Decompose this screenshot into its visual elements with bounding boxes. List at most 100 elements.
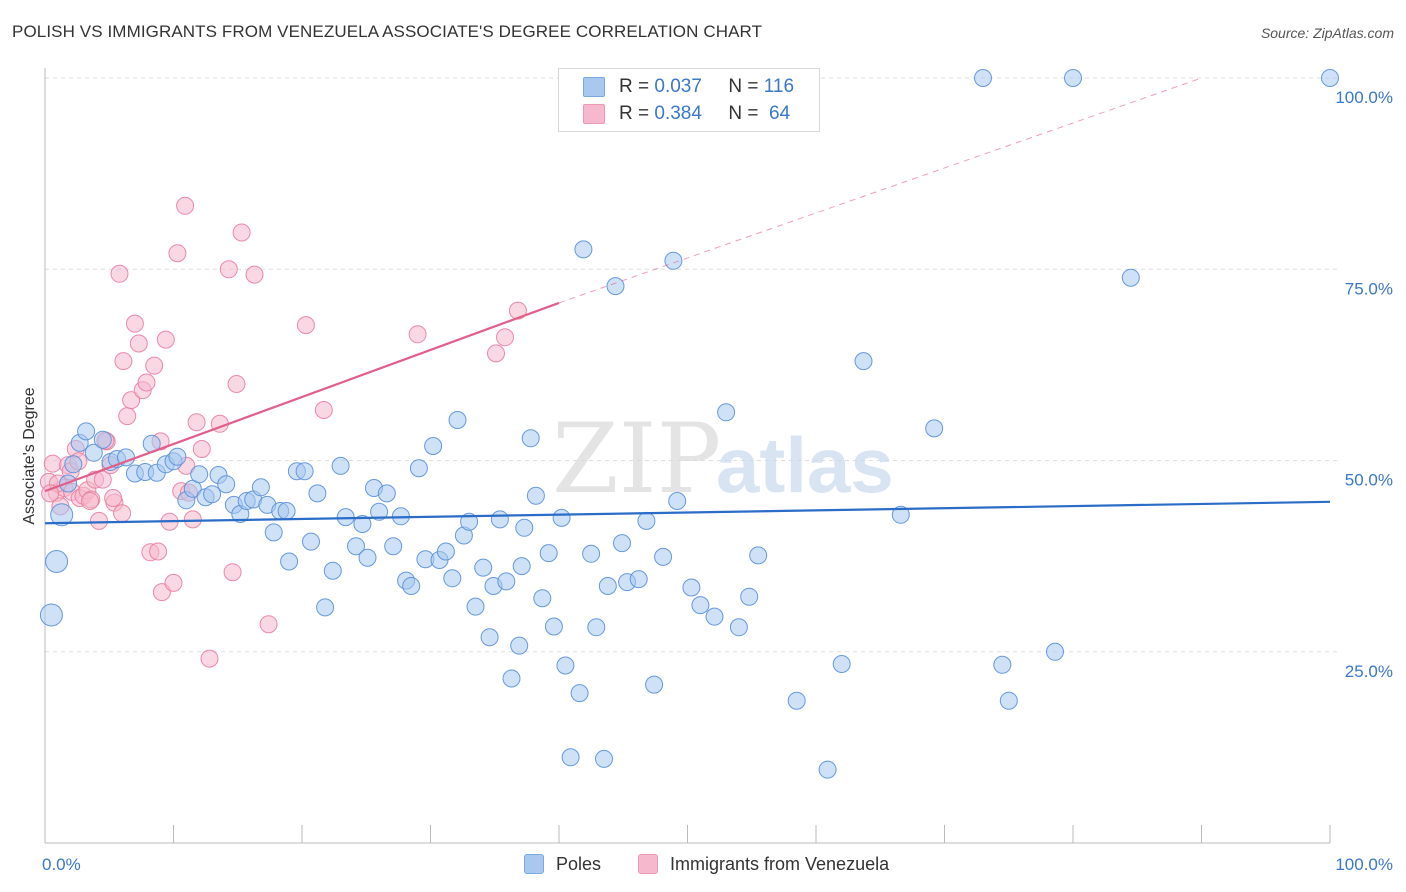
poles-point [93,430,112,449]
legend-swatch-poles [583,77,605,97]
poles-point [347,537,365,556]
poles-point [50,503,74,527]
poles-point [448,411,467,429]
venezuela-point [137,373,156,392]
poles-point [490,510,509,529]
venezuela-point [118,407,137,426]
venezuela-point [176,196,195,215]
poles-point [217,475,236,494]
legend-n-value: 116 [763,76,795,97]
poles-point [999,691,1018,710]
poles-point [264,523,283,542]
venezuela-point [114,352,133,371]
poles-point [556,656,575,675]
poles-point [645,675,664,694]
tick-labels: 25.0% 50.0% 75.0% 100.0% 0.0% 100.0% [42,88,1393,874]
poles-point [84,443,103,462]
venezuela-point [156,330,175,349]
venezuela-point [232,223,251,242]
poles-point [203,485,222,504]
poles-point [409,459,428,478]
venezuela-point [183,510,202,529]
poles-point [295,462,314,481]
venezuela-trend-extension [558,77,1202,304]
poles-point [832,655,851,673]
source-label: Source: ZipAtlas.com [1260,25,1394,41]
poles-point [582,544,601,563]
legend-r-value: 0.037 [654,76,702,97]
watermark: ZIP atlas [552,403,894,515]
poles-point [424,437,443,455]
poles-point [993,655,1012,674]
poles-point [717,403,736,422]
poles-point [533,589,552,608]
poles-point [561,748,580,767]
trend-layer [44,77,1331,525]
venezuela-point [296,316,315,335]
venezuela-point [129,334,148,353]
venezuela-point [104,489,123,507]
poles-point [277,502,296,520]
poles-point [251,478,270,497]
poles-point [606,277,625,296]
poles-point [45,550,69,573]
legend-r-value: 0.384 [654,103,702,124]
poles-point [1064,69,1082,87]
poles-point [384,537,403,556]
watermark-atlas: atlas [716,421,894,509]
legend-r-label: R = [619,76,655,97]
legend-n-value: 64 [763,103,791,124]
venezuela-point [164,573,183,592]
poles-point [510,636,529,655]
poles-point [705,607,724,626]
poles-point [570,684,589,703]
poles-point [787,691,806,710]
poles-point [353,515,372,533]
legend-row-venezuela: R = 0.384 N = 64 [583,102,790,126]
bottom-legend-label-venezuela: Immigrants from Venezuela [670,853,890,874]
grid-layer [45,77,1340,653]
poles-point [323,561,342,580]
poles-point [168,447,187,466]
y-tick-label: 75.0% [1345,279,1393,298]
poles-point [891,505,910,524]
bottom-legend-venezuela: Immigrants from Venezuela [638,852,889,876]
legend: R = 0.037 N = 116 R = 0.384 N = 64 [558,68,820,132]
poles-point [818,760,837,779]
poles-point [552,508,571,527]
poles-point [854,352,873,371]
venezuela-point [227,375,246,393]
chart-title: POLISH VS IMMIGRANTS FROM VENEZUELA ASSO… [12,22,763,41]
y-tick-label: 100.0% [1335,88,1393,107]
poles-point [308,484,327,503]
x-tick-label: 100.0% [1335,855,1393,874]
venezuela-point [41,484,60,503]
venezuela-point [408,325,427,344]
legend-swatch-venezuela [583,104,605,124]
bottom-legend-swatch-poles [524,854,544,874]
poles-point [474,558,493,577]
venezuela-point [192,440,211,458]
poles-point [512,557,531,576]
legend-n-label: N = [728,103,764,124]
venezuela-point [110,264,129,283]
poles-point [595,749,613,768]
poles-point [654,547,673,566]
venezuela-point [168,244,187,263]
venezuela-point [259,615,278,634]
poles-point [443,569,462,588]
bottom-legend-label-poles: Poles [556,853,602,874]
poles-point [691,596,710,615]
poles-point [502,669,521,688]
poles-point [974,69,992,87]
poles-point [64,455,83,474]
poles-point [358,548,377,567]
poles-point [1121,268,1140,287]
poles-point [280,552,299,571]
poles-point [925,419,944,438]
poles-point [331,456,350,475]
venezuela-point [487,344,505,363]
poles-points [39,69,1339,779]
poles-point [316,598,335,617]
watermark-zip: ZIP [552,403,721,515]
